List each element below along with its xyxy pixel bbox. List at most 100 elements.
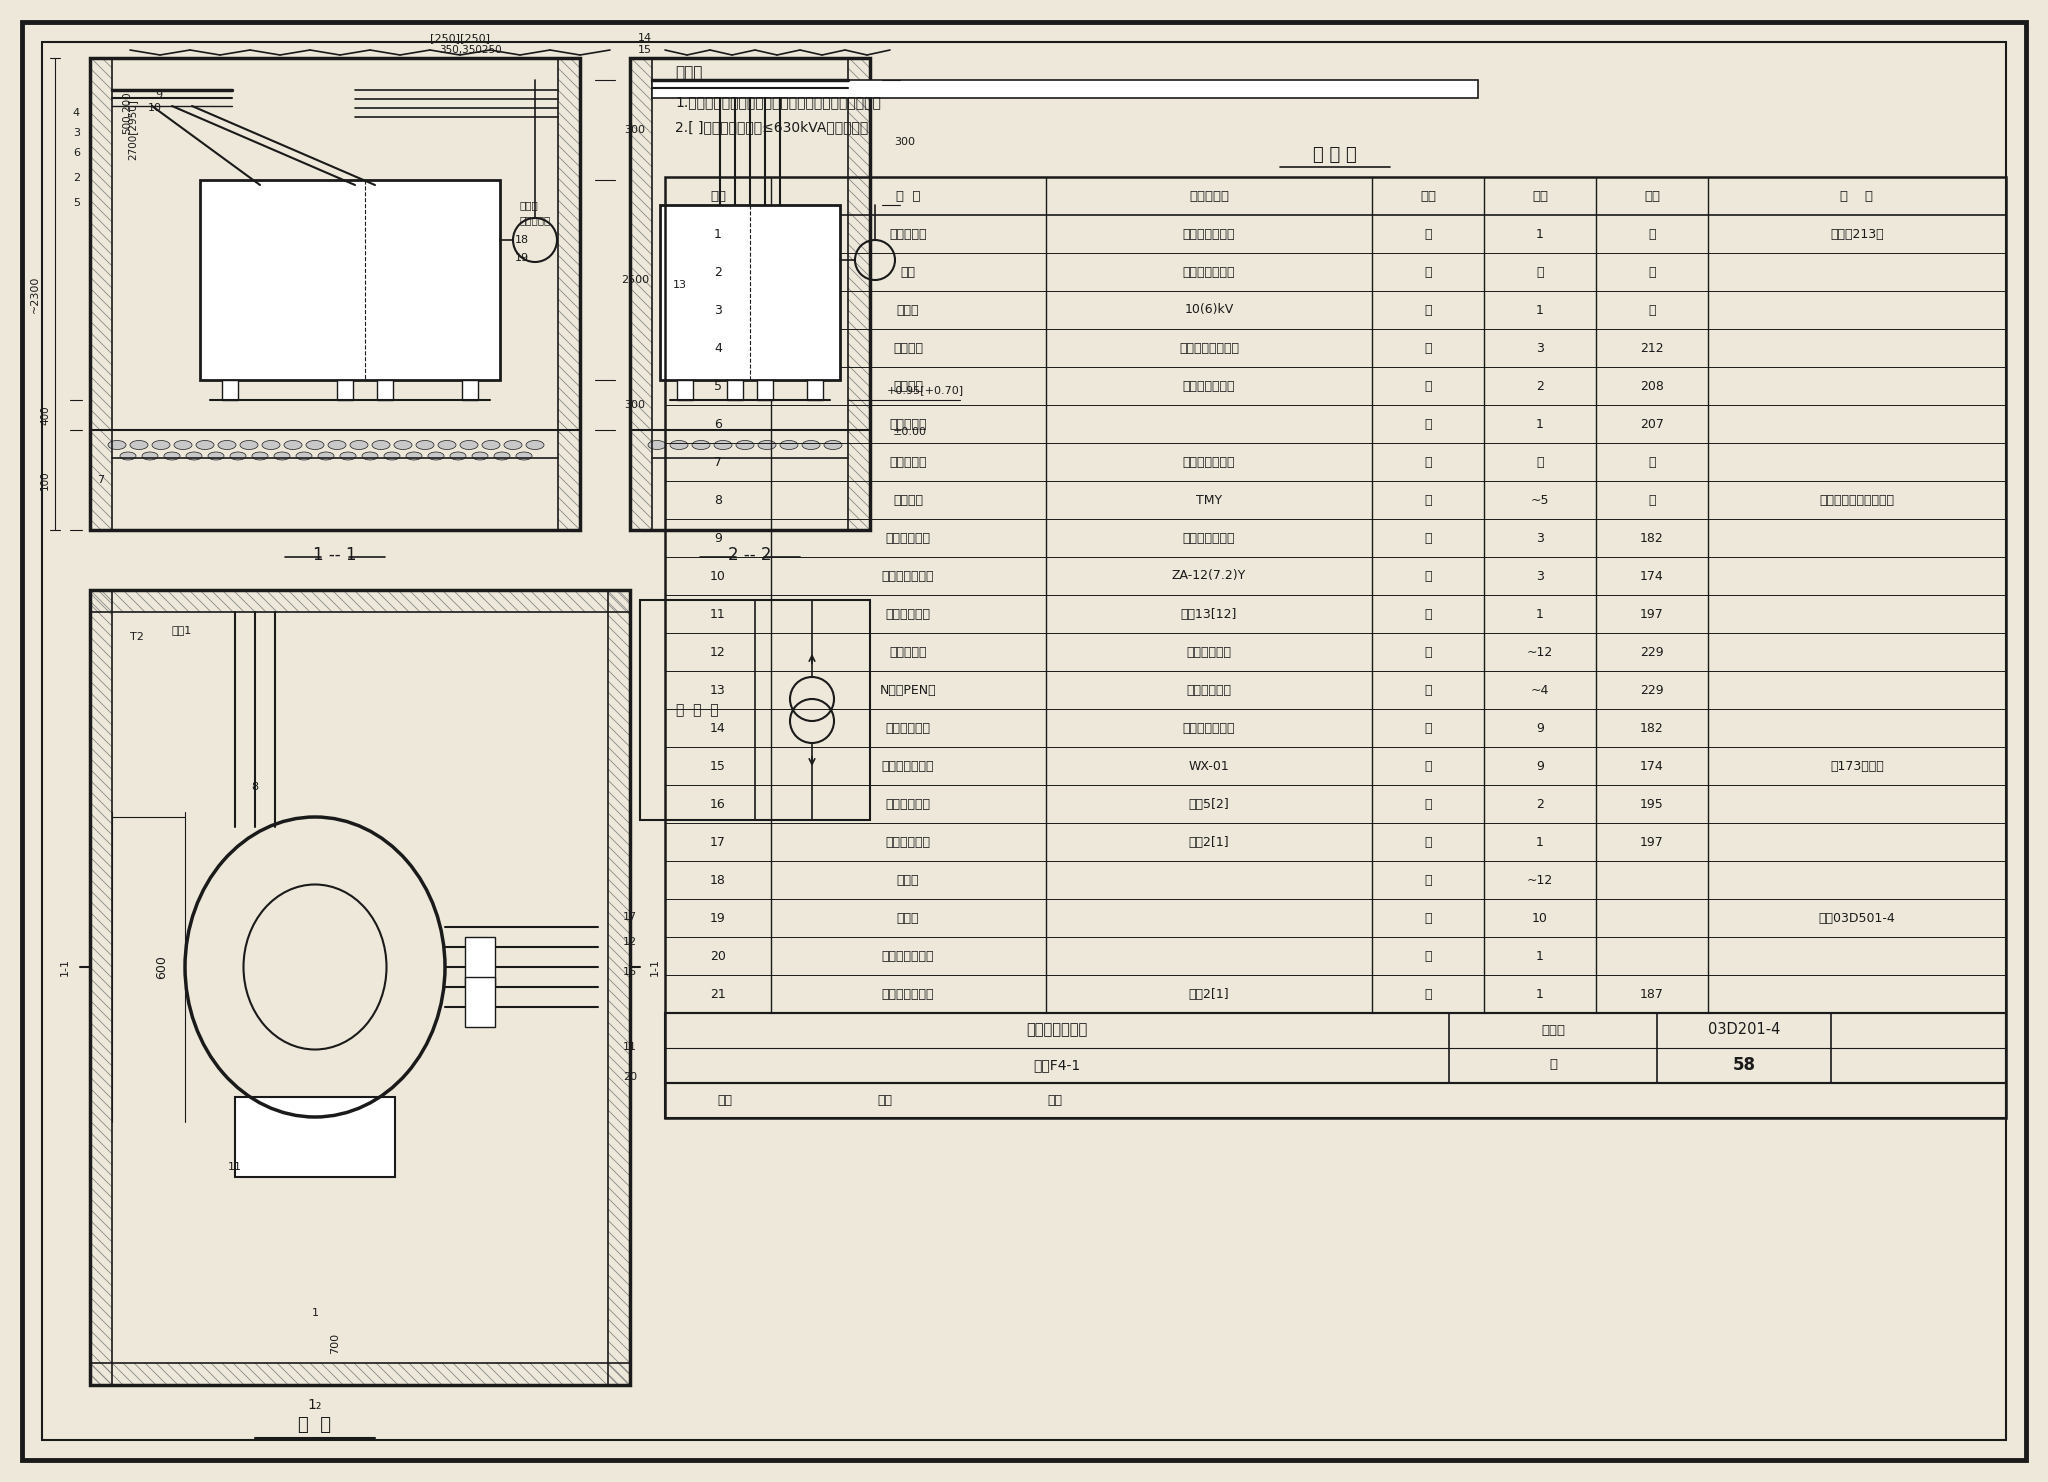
Text: 米: 米 bbox=[1423, 646, 1432, 658]
Text: 21: 21 bbox=[711, 987, 725, 1000]
Text: 按173页装配: 按173页装配 bbox=[1831, 759, 1884, 772]
Text: 182: 182 bbox=[1640, 532, 1663, 544]
Text: 付: 付 bbox=[1423, 532, 1432, 544]
Text: 9: 9 bbox=[156, 90, 162, 99]
Text: 2.[ ]内数字用于容量≤630kVA的变压器。: 2.[ ]内数字用于容量≤630kVA的变压器。 bbox=[676, 120, 868, 133]
Text: ZA-12(7.2)Y: ZA-12(7.2)Y bbox=[1171, 569, 1245, 582]
Ellipse shape bbox=[129, 440, 147, 449]
Text: 5: 5 bbox=[715, 379, 723, 393]
Text: 6: 6 bbox=[74, 148, 80, 159]
Ellipse shape bbox=[803, 440, 819, 449]
Text: 7: 7 bbox=[98, 476, 104, 485]
Ellipse shape bbox=[350, 440, 369, 449]
Text: 15: 15 bbox=[639, 44, 651, 55]
Text: 16: 16 bbox=[711, 797, 725, 811]
Text: 1: 1 bbox=[1536, 987, 1544, 1000]
Ellipse shape bbox=[735, 440, 754, 449]
Text: 15: 15 bbox=[711, 759, 725, 772]
Text: 4: 4 bbox=[715, 341, 723, 354]
Ellipse shape bbox=[297, 452, 311, 459]
Text: 229: 229 bbox=[1640, 683, 1663, 697]
Text: 4: 4 bbox=[74, 108, 80, 119]
Text: 型式2[1]: 型式2[1] bbox=[1188, 836, 1229, 849]
Text: 平  面: 平 面 bbox=[299, 1415, 332, 1435]
Ellipse shape bbox=[109, 440, 127, 449]
Text: 3: 3 bbox=[1536, 532, 1544, 544]
Text: 182: 182 bbox=[1640, 722, 1663, 735]
Text: 电车线路绝缘子: 电车线路绝缘子 bbox=[883, 759, 934, 772]
Text: 台: 台 bbox=[1423, 228, 1432, 240]
Text: 197: 197 bbox=[1640, 836, 1663, 849]
Text: 高压母线夹具: 高压母线夹具 bbox=[885, 532, 930, 544]
Text: 由工程设计确定: 由工程设计确定 bbox=[1184, 265, 1235, 279]
Text: 300: 300 bbox=[625, 400, 645, 411]
Text: 400: 400 bbox=[41, 405, 49, 425]
Ellipse shape bbox=[416, 440, 434, 449]
Text: －: － bbox=[1536, 455, 1544, 468]
Text: 2500: 2500 bbox=[621, 276, 649, 285]
Text: 米: 米 bbox=[1423, 265, 1432, 279]
Text: 229: 229 bbox=[1640, 646, 1663, 658]
Text: 电缆头支架: 电缆头支架 bbox=[889, 418, 928, 430]
Text: 9: 9 bbox=[1536, 722, 1544, 735]
Text: 18: 18 bbox=[711, 873, 725, 886]
Text: N线或PEN线: N线或PEN线 bbox=[881, 683, 936, 697]
Text: 套: 套 bbox=[1423, 797, 1432, 811]
Bar bbox=[678, 379, 692, 400]
Text: 212: 212 bbox=[1640, 341, 1663, 354]
Text: 1-1: 1-1 bbox=[649, 957, 659, 977]
Text: 1: 1 bbox=[1536, 608, 1544, 621]
Text: 套: 套 bbox=[1423, 836, 1432, 849]
Ellipse shape bbox=[758, 440, 776, 449]
Bar bbox=[90, 590, 631, 1386]
Ellipse shape bbox=[328, 440, 346, 449]
Text: 7: 7 bbox=[715, 455, 723, 468]
Text: 型号及规格: 型号及规格 bbox=[1190, 190, 1229, 203]
Text: 见附录（四）: 见附录（四） bbox=[1186, 683, 1231, 697]
Text: 3: 3 bbox=[74, 127, 80, 138]
Bar bbox=[465, 937, 496, 987]
Text: 8: 8 bbox=[252, 782, 258, 791]
Text: －: － bbox=[1649, 304, 1655, 317]
Ellipse shape bbox=[516, 452, 532, 459]
Text: 1-1: 1-1 bbox=[59, 957, 70, 977]
Text: 固定钩: 固定钩 bbox=[897, 911, 920, 925]
Ellipse shape bbox=[340, 452, 356, 459]
Text: 8: 8 bbox=[715, 494, 723, 507]
Text: 型式13[12]: 型式13[12] bbox=[1182, 608, 1237, 621]
Text: 低压母线穿墙板: 低压母线穿墙板 bbox=[883, 987, 934, 1000]
Text: 500,200: 500,200 bbox=[123, 92, 131, 135]
Ellipse shape bbox=[152, 440, 170, 449]
Bar bbox=[463, 379, 477, 400]
Text: 临时接地接线柱: 临时接地接线柱 bbox=[883, 950, 934, 962]
Text: 1: 1 bbox=[1536, 950, 1544, 962]
Text: 电力变压器: 电力变压器 bbox=[889, 228, 928, 240]
Text: 6: 6 bbox=[715, 418, 723, 430]
Text: 13: 13 bbox=[674, 280, 686, 290]
Text: 至接地装置: 至接地装置 bbox=[520, 215, 551, 225]
Bar bbox=[377, 379, 393, 400]
Text: 207: 207 bbox=[1640, 418, 1663, 430]
Text: 1₂: 1₂ bbox=[307, 1398, 322, 1412]
Text: 5: 5 bbox=[74, 199, 80, 207]
Ellipse shape bbox=[373, 440, 389, 449]
Bar bbox=[236, 1097, 395, 1177]
Bar bbox=[631, 58, 870, 531]
Ellipse shape bbox=[451, 452, 467, 459]
Text: 型式5[2]: 型式5[2] bbox=[1188, 797, 1229, 811]
Ellipse shape bbox=[305, 440, 324, 449]
Text: 1.后墙上低压母线出线孔的平面位置由工程设计确定。: 1.后墙上低压母线出线孔的平面位置由工程设计确定。 bbox=[676, 95, 881, 110]
Text: 18: 18 bbox=[514, 236, 528, 245]
Text: 14: 14 bbox=[637, 33, 651, 43]
Text: 2 -- 2: 2 -- 2 bbox=[729, 545, 772, 565]
Text: 19: 19 bbox=[514, 253, 528, 262]
Ellipse shape bbox=[186, 452, 203, 459]
Text: 单位: 单位 bbox=[1419, 190, 1436, 203]
Text: 208: 208 bbox=[1640, 379, 1663, 393]
Ellipse shape bbox=[692, 440, 711, 449]
Text: 3: 3 bbox=[1536, 341, 1544, 354]
Ellipse shape bbox=[393, 440, 412, 449]
Text: 3: 3 bbox=[715, 304, 723, 317]
Ellipse shape bbox=[209, 452, 223, 459]
Text: [250][250]: [250][250] bbox=[430, 33, 489, 43]
